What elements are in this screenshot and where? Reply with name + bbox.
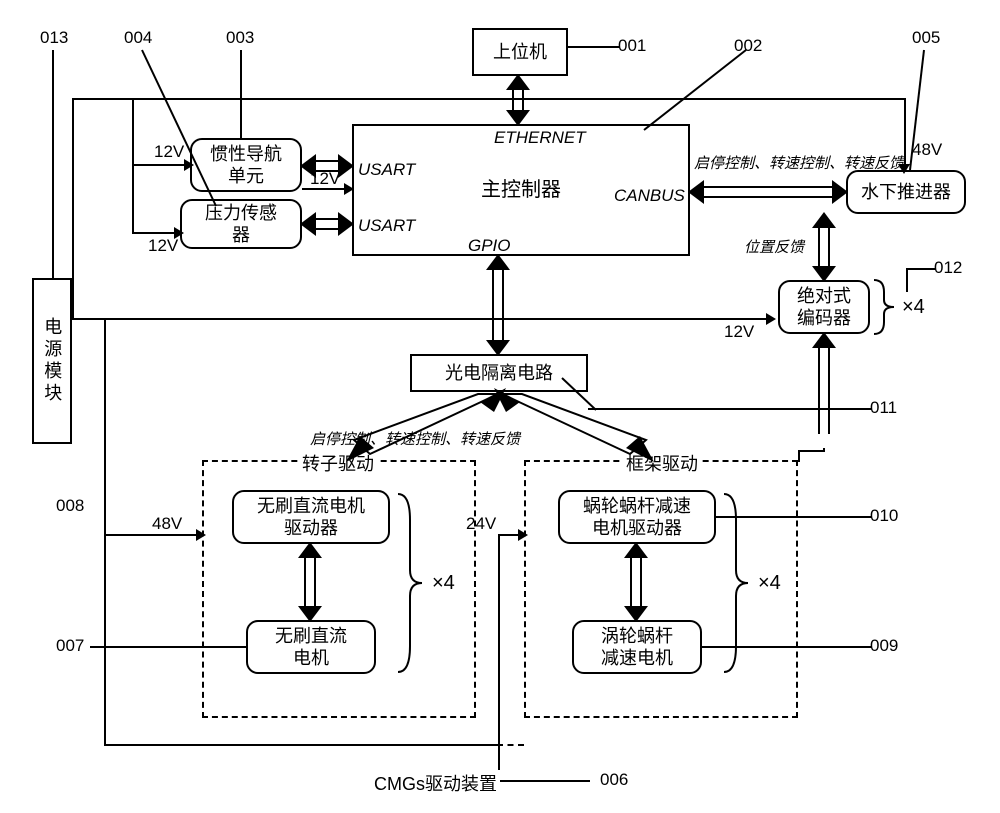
callout-006: 006 (600, 770, 628, 790)
encoder-label: 绝对式 编码器 (797, 285, 851, 330)
encoder-box: 绝对式 编码器 (778, 280, 870, 334)
leader-004 (136, 48, 226, 208)
leader-011 (560, 376, 600, 412)
callout-011: 011 (870, 398, 897, 418)
main-controller-label: 主控制器 (481, 178, 561, 203)
arrow-pressure-mcu (300, 212, 354, 236)
callout-012: 012 (934, 258, 962, 278)
port-canbus: CANBUS (614, 186, 685, 206)
psu-box: 电源模块 (32, 278, 72, 444)
mult-rotor: ×4 (432, 572, 455, 595)
psu-trunk-v (72, 98, 74, 280)
cmgs-label: CMGs驱动装置 (374, 770, 497, 796)
bldc-motor-label: 无刷直流 电机 (275, 625, 347, 670)
mult-encoder: ×4 (902, 296, 925, 319)
host-pc-label: 上位机 (493, 41, 547, 64)
v12-pressure: 12V (148, 236, 178, 256)
callout-009: 009 (870, 636, 898, 656)
bldc-driver-label: 无刷直流电机 驱动器 (257, 495, 365, 540)
worm-driver-label: 蜗轮蜗杆减速 电机驱动器 (583, 495, 691, 540)
callout-008: 008 (56, 496, 84, 516)
mult-gimbal: ×4 (758, 572, 781, 595)
arrow-mcu-optoiso (486, 254, 510, 356)
arrow-encoder-gimbal (812, 332, 836, 450)
brace-rotor (394, 490, 426, 676)
pressure-label: 压力传感 器 (205, 202, 277, 247)
worm-motor-label: 涡轮蜗杆 减速电机 (601, 625, 673, 670)
callout-005: 005 (912, 28, 940, 48)
arrow-bldc-pair (298, 542, 322, 622)
port-usart2: USART (358, 216, 415, 236)
thruster-label: 水下推进器 (861, 181, 951, 204)
bldc-driver-box: 无刷直流电机 驱动器 (232, 490, 390, 544)
leader-002 (640, 48, 750, 134)
arrow-host-mcu (506, 74, 530, 126)
port-gpio: GPIO (468, 236, 511, 256)
psu-mid-rail (72, 318, 774, 320)
port-ethernet: ETHERNET (494, 128, 586, 148)
arrow-mcu-thruster (688, 180, 848, 204)
note-canbus: 启停控制、转速控制、转速反馈 (694, 152, 904, 173)
worm-motor-box: 涡轮蜗杆 减速电机 (572, 620, 702, 674)
group-join-dash (476, 718, 524, 746)
leader-005 (906, 48, 936, 172)
arrow-mcu-encoder (812, 212, 836, 282)
port-usart1: USART (358, 160, 415, 180)
callout-004: 004 (124, 28, 152, 48)
host-pc-box: 上位机 (472, 28, 568, 76)
psu-low-trunk (104, 318, 106, 746)
note-iso: 启停控制、转速控制、转速反馈 (310, 428, 520, 449)
callout-003: 003 (226, 28, 254, 48)
worm-driver-box: 蜗轮蜗杆减速 电机驱动器 (558, 490, 716, 544)
v24-gimbal: 24V (466, 514, 496, 534)
v48-rotor: 48V (152, 514, 182, 534)
brace-encoder (870, 278, 898, 336)
thruster-box: 水下推进器 (846, 170, 966, 214)
v12-encoder: 12V (724, 322, 754, 342)
bldc-motor-box: 无刷直流 电机 (246, 620, 376, 674)
callout-007: 007 (56, 636, 84, 656)
arrow-worm-pair (624, 542, 648, 622)
v12-mcu: 12V (310, 169, 340, 189)
note-gpio: 位置反馈 (744, 236, 804, 257)
callout-010: 010 (870, 506, 898, 526)
optoiso-label: 光电隔离电路 (445, 362, 553, 385)
callout-013: 013 (40, 28, 68, 48)
psu-label: 电源模块 (41, 317, 64, 405)
